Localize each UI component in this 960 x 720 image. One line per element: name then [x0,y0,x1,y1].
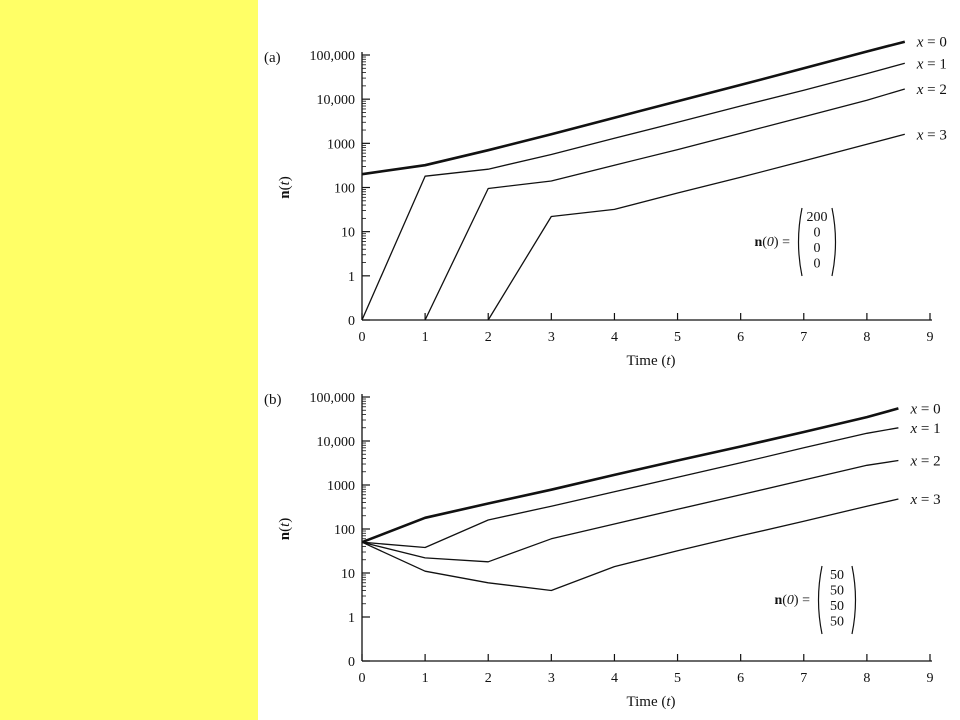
series-line-x1 [361,427,899,549]
x-axis-label: Time (t) [626,353,675,369]
y-tick-label: 100 [334,523,355,538]
series-line-x3 [361,498,899,592]
y-tick-label: 100,000 [310,391,356,406]
initial-vector-label: n(0) = [754,235,790,250]
y-tick-label: 100 [334,182,355,197]
series-label: x = 0 [909,401,940,417]
y-tick-label: 100,000 [310,49,356,64]
y-tick-label: 1000 [327,479,355,494]
x-tick-label: 9 [927,671,934,686]
vector-right-bracket [831,207,837,277]
y-tick-label: 10,000 [317,435,356,450]
vector-right-bracket [851,565,857,635]
series-line-x0 [361,40,906,176]
series-label: x = 2 [909,454,940,470]
y-tick-label: 10 [341,226,355,241]
x-tick-label: 3 [548,671,555,686]
series-label: x = 3 [909,492,940,508]
vector-left-bracket [797,207,803,277]
initial-vector-entry: 50 [830,599,844,614]
x-tick-label: 7 [800,671,807,686]
series-label: x = 1 [916,56,947,72]
initial-vector-entry: 50 [830,615,844,630]
y-axis-label: n(t) [277,518,293,541]
initial-vector-entry: 0 [814,226,821,241]
x-tick-label: 6 [737,671,744,686]
x-tick-label: 3 [548,330,555,345]
y-tick-label: 0 [348,655,355,670]
x-tick-label: 0 [359,671,366,686]
x-tick-label: 2 [485,330,492,345]
x-tick-label: 1 [422,330,429,345]
x-tick-label: 4 [611,671,618,686]
series-line-x0 [361,407,899,544]
series-line-x3 [487,133,905,321]
series-label: x = 3 [916,127,947,143]
yellow-side-panel [0,0,258,720]
initial-vector-label: n(0) = [774,593,810,608]
x-tick-label: 0 [359,330,366,345]
initial-vector-entry: 200 [807,210,828,225]
x-tick-label: 5 [674,330,681,345]
panel-label: (a) [264,50,281,66]
initial-vector-entry: 50 [830,568,844,583]
series-line-x1 [361,62,905,321]
vector-left-bracket [817,565,823,635]
x-tick-label: 2 [485,671,492,686]
series-line-x2 [361,459,899,563]
y-tick-label: 1 [348,611,355,626]
initial-vector-entry: 50 [830,584,844,599]
panel-label: (b) [264,392,282,408]
x-tick-label: 1 [422,671,429,686]
series-line-x2 [424,88,905,321]
x-tick-label: 6 [737,330,744,345]
chart-panel-a: 0 1 10 100 1000 10,000 100,000 0 1 2 3 4 5 6 7 8 9 Time (… [264,35,947,369]
x-tick-label: 7 [800,330,807,345]
y-tick-label: 10,000 [317,93,356,108]
x-tick-label: 4 [611,330,618,345]
x-axis-label: Time (t) [626,694,675,710]
x-tick-label: 8 [863,671,870,686]
y-tick-label: 0 [348,314,355,329]
initial-vector-entry: 0 [814,241,821,256]
series-label: x = 1 [909,421,940,437]
figure-area: 0 1 10 100 1000 10,000 100,000 0 1 2 3 4 5 6 7 8 9 Time (… [258,0,960,720]
y-tick-label: 1000 [327,137,355,152]
y-axis-label: n(t) [277,176,293,199]
x-tick-label: 8 [863,330,870,345]
x-tick-label: 5 [674,671,681,686]
initial-vector-entry: 0 [814,257,821,272]
x-tick-label: 9 [927,330,934,345]
series-label: x = 2 [916,82,947,98]
y-tick-label: 10 [341,567,355,582]
series-label: x = 0 [916,35,947,51]
y-tick-label: 1 [348,270,355,285]
chart-panel-b: 0 1 10 100 1000 10,000 100,000 0 1 2 3 4 5 6 7 8 9 Time (… [264,391,941,710]
